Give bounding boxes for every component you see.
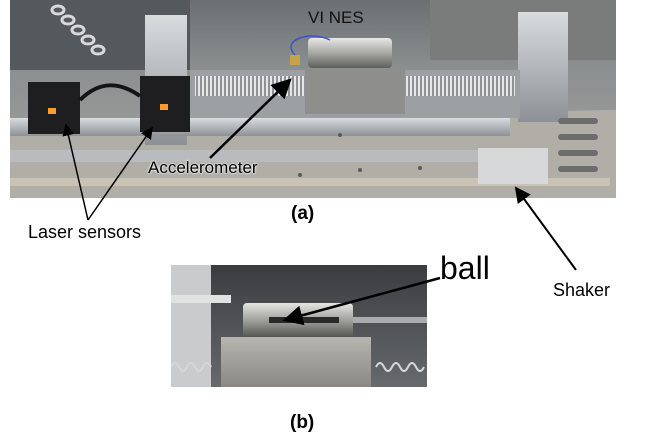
ball-label: ball (440, 250, 490, 286)
right-spring (405, 76, 515, 96)
right-pillar (518, 12, 568, 122)
photo-b (171, 265, 427, 387)
shaker-plate (478, 148, 548, 184)
panel-b-label: (b) (290, 412, 315, 433)
threaded-rod (351, 317, 427, 323)
ball-arrow (282, 276, 441, 326)
accelerometer-label: Accelerometer (148, 158, 258, 177)
accelerometer-arrow (209, 78, 292, 159)
photo-a-graphic (10, 0, 616, 198)
nes-cylinder (308, 38, 392, 68)
panel-a-label: (a) (291, 203, 315, 224)
base-rail (10, 118, 510, 136)
chain (50, 4, 106, 56)
shaker-arrow (514, 186, 577, 271)
vi-nes-label: VI NES (308, 8, 364, 27)
mass-block (305, 70, 405, 114)
mass-block-closeup (221, 337, 371, 387)
shaker-label: Shaker (553, 280, 611, 300)
photo-a (10, 0, 616, 198)
photo-b-graphic (171, 265, 427, 387)
accelerometer-sensor (290, 55, 300, 65)
laser-sensors-label: Laser sensors (28, 222, 142, 242)
laser-arrow-2 (87, 126, 153, 221)
laser-arrow-1 (62, 123, 89, 221)
